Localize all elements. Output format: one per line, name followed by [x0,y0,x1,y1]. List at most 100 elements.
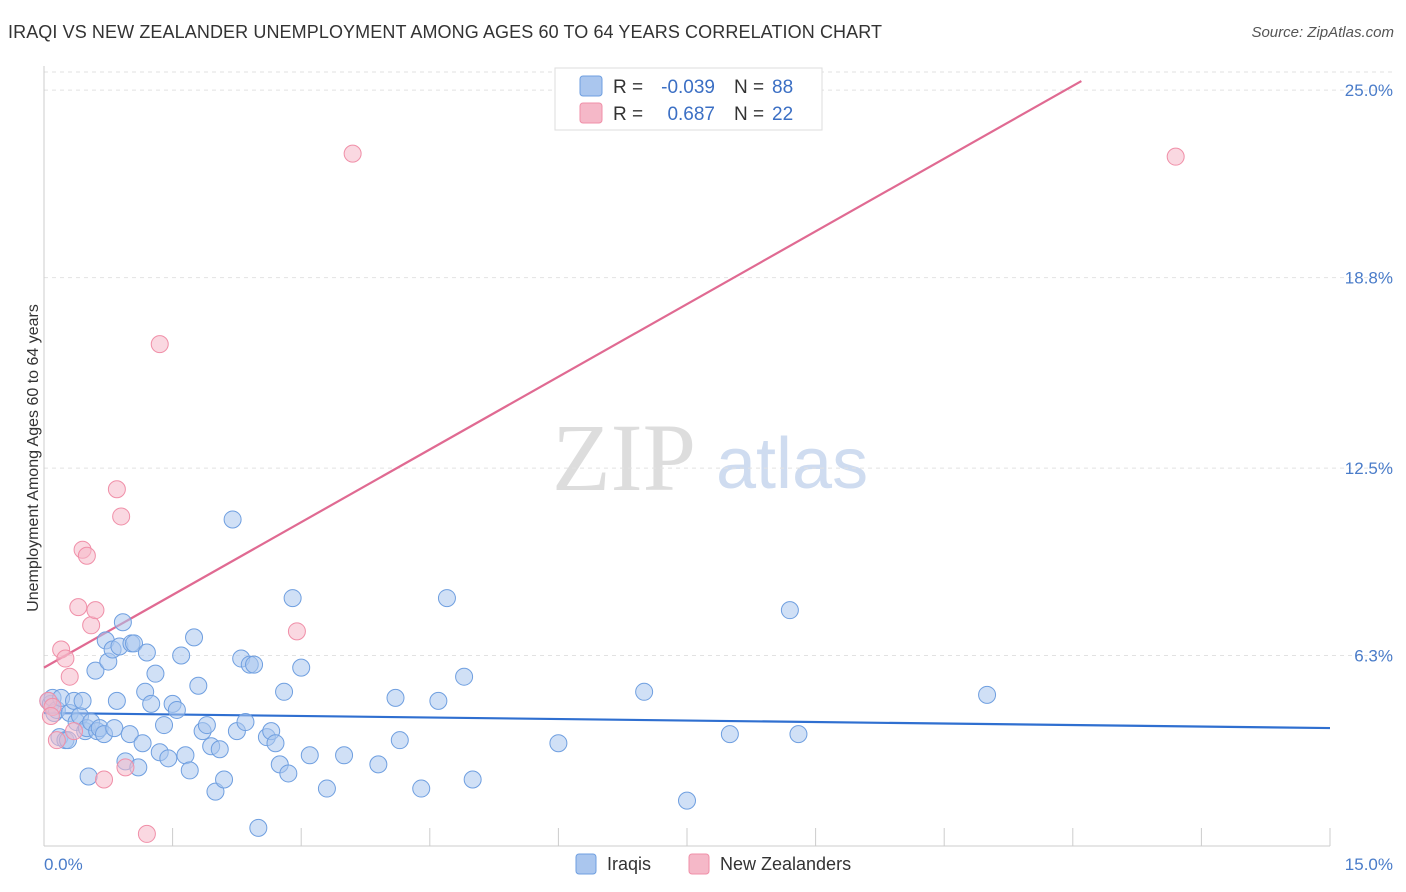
data-point-iraqis [155,716,174,735]
data-point-iraqis [133,734,152,753]
data-point-iraqis [678,791,696,810]
data-point-iraqis [978,685,997,704]
bottom-legend-label-new-zealanders: New Zealanders [720,854,851,874]
data-point-iraqis [266,734,285,753]
data-point-new-zealanders [343,144,362,163]
data-point-iraqis [197,716,216,735]
data-point-new-zealanders [86,601,105,620]
data-point-new-zealanders [137,824,156,843]
data-point-iraqis [720,725,739,744]
axes [43,66,1331,847]
data-point-iraqis [172,646,191,665]
data-point-iraqis [210,740,229,759]
data-point-iraqis [390,731,409,750]
data-point-iraqis [789,725,808,744]
data-point-iraqis [215,770,234,789]
data-point-new-zealanders [112,507,131,526]
data-point-new-zealanders [82,616,101,635]
bottom-legend: Iraqis New Zealanders [575,853,851,875]
data-point-iraqis [283,589,302,608]
data-point-iraqis [185,628,204,647]
legend-r-label-1: R = [613,77,643,98]
data-point-new-zealanders [95,770,114,789]
y-tick-label: 12.5% [1345,459,1393,478]
data-point-iraqis [455,667,474,686]
chart-title: IRAQI VS NEW ZEALANDER UNEMPLOYMENT AMON… [8,22,883,42]
data-point-iraqis [137,643,156,662]
data-point-iraqis [549,734,568,753]
data-point-new-zealanders [60,667,79,686]
y-axis-label: Unemployment Among Ages 60 to 64 years [25,304,42,612]
data-point-iraqis [142,694,161,713]
source-label: Source: ZipAtlas.com [1251,24,1394,41]
data-point-iraqis [236,713,255,732]
data-point-iraqis [369,755,388,774]
data-point-iraqis [249,818,268,837]
legend-swatch-iraqis [579,75,603,97]
legend-r-value-1: -0.039 [661,77,715,98]
data-point-new-zealanders [287,622,306,641]
data-point-new-zealanders [41,706,60,725]
bottom-legend-label-iraqis: Iraqis [607,854,651,874]
data-points [39,144,1185,843]
legend-n-value-1: 88 [772,77,793,98]
legend-n-label-1: N = [734,77,764,98]
data-point-iraqis [780,601,799,620]
y-tick-label: 25.0% [1345,81,1393,100]
trend-line-iraqis [43,711,1331,730]
data-point-iraqis [335,746,354,765]
data-point-iraqis [86,661,105,680]
data-point-iraqis [317,779,336,798]
legend-n-value-2: 22 [772,104,793,125]
data-point-iraqis [189,676,208,695]
y-tick-label: 6.3% [1354,647,1393,666]
data-point-iraqis [146,664,165,683]
data-point-iraqis [292,658,311,677]
data-point-iraqis [300,746,319,765]
data-point-new-zealanders [47,731,66,750]
legend-r-label-2: R = [613,104,643,125]
data-point-new-zealanders [116,758,135,777]
legend-n-label-2: N = [734,104,764,125]
data-point-iraqis [159,749,178,768]
data-point-iraqis [167,700,186,719]
data-point-iraqis [635,682,654,701]
data-point-iraqis [245,655,264,674]
data-point-iraqis [107,691,126,710]
data-point-new-zealanders [1166,147,1185,166]
legend-swatch-new-zealanders [579,102,603,124]
bottom-legend-swatch-iraqis [575,853,597,875]
data-point-new-zealanders [150,335,169,354]
data-point-iraqis [180,761,199,780]
data-point-iraqis [429,691,448,710]
data-point-iraqis [223,510,242,529]
data-point-iraqis [279,764,298,783]
data-point-iraqis [275,682,294,701]
legend: R = -0.039 N = 88 R = 0.687 N = 22 [554,67,823,131]
trend-lines [43,80,1331,730]
data-point-iraqis [125,634,144,653]
bottom-legend-swatch-new-zealanders [688,853,710,875]
watermark-atlas: atlas [716,424,868,504]
data-point-iraqis [73,691,92,710]
data-point-iraqis [120,725,139,744]
data-point-iraqis [463,770,482,789]
x-tick-label: 0.0% [44,855,83,874]
grid [44,71,1395,657]
data-point-iraqis [113,613,132,632]
data-point-iraqis [176,746,195,765]
data-point-new-zealanders [77,546,96,565]
data-point-new-zealanders [107,480,126,499]
data-point-iraqis [412,779,431,798]
data-point-iraqis [386,688,405,707]
x-tick-label: 15.0% [1345,855,1393,874]
data-point-new-zealanders [69,598,88,617]
data-point-iraqis [105,719,124,738]
watermark-zip: ZIP [552,404,696,511]
trend-line-new-zealanders [43,80,1082,669]
legend-r-value-2: 0.687 [667,104,715,125]
ticks: 6.3% 12.5% 18.8% 25.0% 0.0% 15.0% [44,81,1393,874]
y-tick-label: 18.8% [1345,269,1393,288]
data-point-new-zealanders [56,649,75,668]
